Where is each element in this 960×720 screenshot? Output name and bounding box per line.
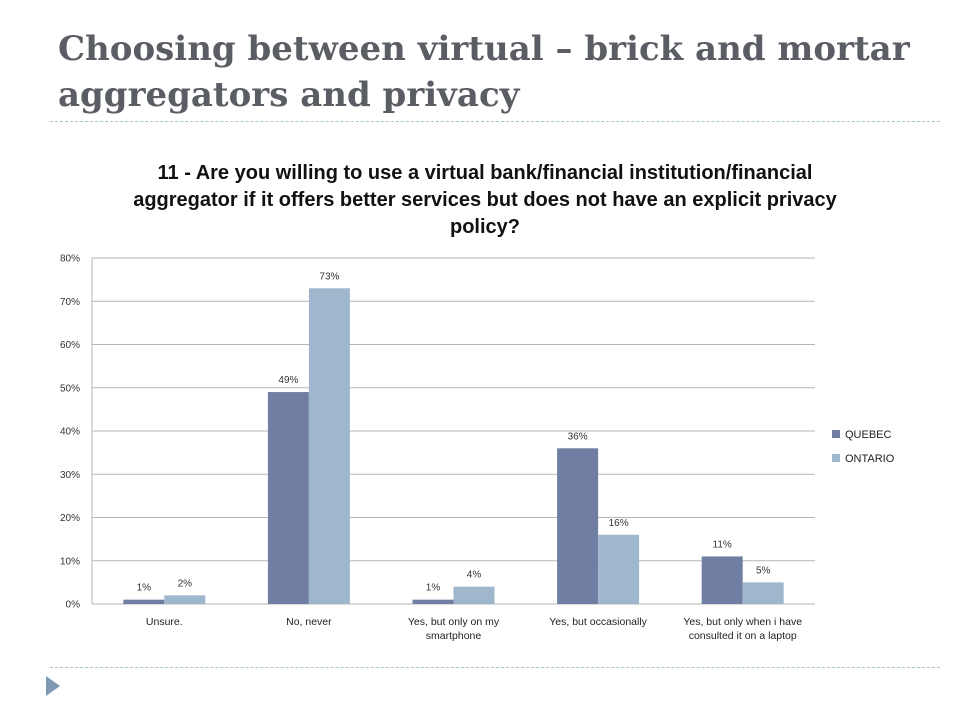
y-tick-label: 20% xyxy=(60,513,80,524)
bar-quebec xyxy=(412,599,454,604)
y-tick-label: 60% xyxy=(60,340,80,351)
data-label: 11% xyxy=(713,539,732,550)
bar-ontario xyxy=(308,288,350,604)
data-labels: 1% 2% 49% 73% 1% 4% 36% 16% 11% 5% xyxy=(137,271,771,593)
bar-ontario xyxy=(164,595,206,604)
top-divider xyxy=(50,121,940,122)
y-tick-label: 10% xyxy=(60,556,80,567)
bars xyxy=(123,288,784,604)
category-label: Yes, but only when i have consulted it on… xyxy=(683,616,802,642)
y-tick-label: 70% xyxy=(60,297,80,308)
data-label: 2% xyxy=(178,578,193,589)
data-label: 5% xyxy=(756,565,771,576)
bar-quebec xyxy=(557,448,599,604)
bar-quebec xyxy=(123,599,165,604)
bar-ontario xyxy=(742,582,784,604)
category-label: No, never xyxy=(286,616,332,628)
y-axis-ticks: 0% 10% 20% 30% 40% 50% 60% 70% 80% xyxy=(60,254,80,611)
y-tick-label: 40% xyxy=(60,427,80,438)
data-label: 4% xyxy=(467,570,482,581)
y-tick-label: 80% xyxy=(60,254,80,265)
y-tick-label: 30% xyxy=(60,470,80,481)
data-label: 49% xyxy=(278,375,298,386)
category-label: Unsure. xyxy=(146,616,183,628)
legend-label: ONTARIO xyxy=(845,453,895,465)
legend: QUEBEC ONTARIO xyxy=(832,429,895,465)
gridlines xyxy=(91,257,815,605)
legend-label: QUEBEC xyxy=(845,429,892,441)
data-label: 73% xyxy=(319,271,339,282)
bottom-divider xyxy=(50,667,940,668)
category-label: Yes, but only on my smartphone xyxy=(408,616,500,642)
bar-quebec xyxy=(701,556,743,604)
data-label: 36% xyxy=(568,431,588,442)
bar-ontario xyxy=(598,534,640,604)
chart-title: 11 - Are you willing to use a virtual ba… xyxy=(133,162,837,238)
slide-bullet-icon xyxy=(46,676,60,696)
bar-quebec xyxy=(267,392,309,604)
legend-swatch xyxy=(832,430,840,438)
slide-title: Choosing between virtual – brick and mor… xyxy=(58,29,910,115)
data-label: 1% xyxy=(426,583,441,594)
data-label: 1% xyxy=(137,583,152,594)
legend-swatch xyxy=(832,454,840,462)
data-label: 16% xyxy=(609,518,629,529)
category-label: Yes, but occasionally xyxy=(549,616,647,628)
x-axis-categories: Unsure. No, never Yes, but only on my smart… xyxy=(146,616,802,642)
y-tick-label: 0% xyxy=(66,600,81,611)
y-tick-label: 50% xyxy=(60,383,80,394)
bar-ontario xyxy=(453,586,495,604)
